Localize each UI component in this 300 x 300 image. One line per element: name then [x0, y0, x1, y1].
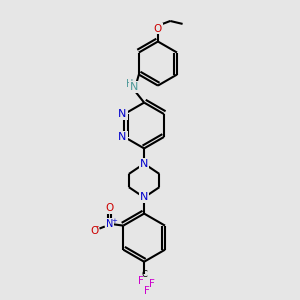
Text: N: N — [106, 219, 113, 229]
Text: N: N — [118, 109, 127, 119]
Text: H: H — [126, 79, 133, 89]
Text: O: O — [90, 226, 99, 236]
Text: O: O — [105, 203, 114, 213]
Text: F: F — [143, 286, 149, 296]
Text: N: N — [140, 159, 148, 169]
Text: -: - — [96, 222, 99, 231]
Text: F: F — [138, 276, 144, 286]
Text: +: + — [111, 218, 117, 224]
Text: N: N — [130, 82, 139, 92]
Text: N: N — [118, 132, 127, 142]
Text: F: F — [148, 279, 154, 289]
Text: O: O — [154, 24, 162, 34]
Text: N: N — [140, 192, 148, 203]
Text: C: C — [141, 270, 147, 279]
